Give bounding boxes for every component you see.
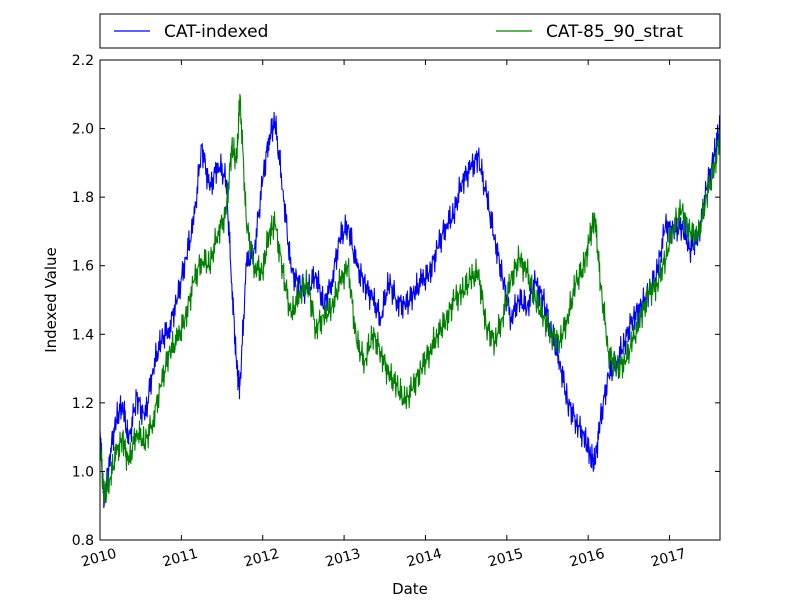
y-tick-label: 0.8 [72,533,94,549]
series-layer [99,93,721,509]
x-tick-label: 2013 [324,546,363,571]
y-tick-label: 1.4 [72,327,94,343]
x-tick-label: 2011 [161,546,200,571]
legend-box [99,13,721,49]
legend: CAT-indexed CAT-85_90_strat [99,13,721,49]
legend-label-cat-85-90-strat: CAT-85_90_strat [546,22,683,42]
y-tick-label: 1.8 [72,190,94,206]
x-tick-label: 2017 [649,546,688,571]
x-tick-label: 2012 [242,546,281,571]
legend-label-cat-indexed: CAT-indexed [164,22,268,42]
y-axis-label: Indexed Value [42,247,60,353]
y-tick-label: 1.2 [72,396,94,412]
series-line-cat-85-90-strat [99,93,721,504]
y-tick-label: 1.6 [72,259,94,275]
x-tick-label: 2015 [487,546,526,571]
y-tick-label: 1.0 [72,464,94,480]
y-tick-label: 2.2 [72,53,94,69]
plot-frame [99,59,721,541]
y-tick-label: 2.0 [72,122,94,138]
x-tick-label: 2010 [80,546,119,571]
x-axis-label: Date [392,580,428,598]
x-tick-label: 2016 [568,546,607,571]
x-tick-label: 2014 [405,546,444,571]
